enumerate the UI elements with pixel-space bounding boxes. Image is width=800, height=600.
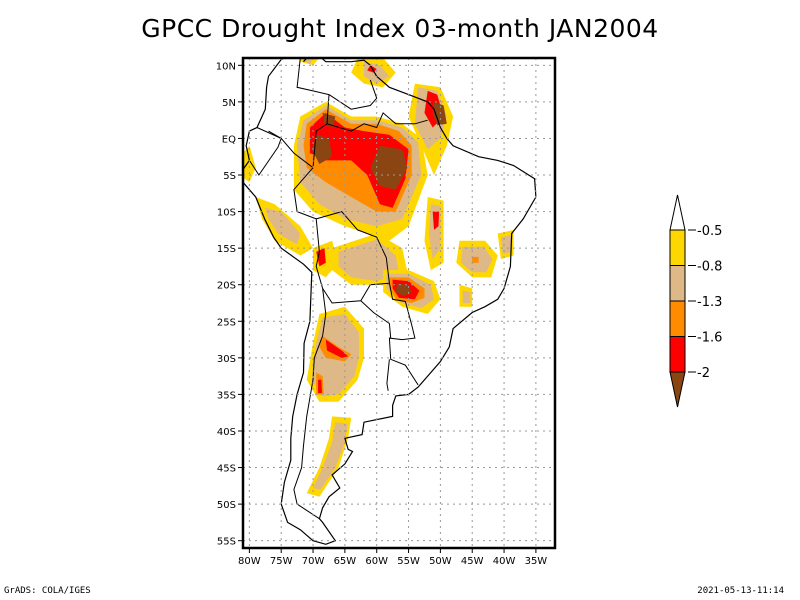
lat-tick-label: 30S xyxy=(217,354,236,365)
drought-region xyxy=(432,101,447,126)
country-border xyxy=(326,112,428,132)
lon-tick-label: 55W xyxy=(397,556,420,567)
grid-lines xyxy=(243,58,555,548)
legend-upper-arrow xyxy=(669,194,686,231)
lat-tick-label: 20S xyxy=(217,281,236,292)
lat-tick-label: 55S xyxy=(217,537,236,548)
footer-credit: GrADS: COLA/IGES xyxy=(4,586,91,596)
drought-region xyxy=(370,145,408,190)
footer-timestamp: 2021-05-13-11:14 xyxy=(697,586,784,596)
map-title: GPCC Drought Index 03-month JAN2004 xyxy=(141,14,659,43)
legend-label: -2 xyxy=(697,366,710,381)
lat-tick-label: 5S xyxy=(223,171,236,182)
legend-label: -0.8 xyxy=(697,260,722,275)
lon-tick-label: 75W xyxy=(270,556,293,567)
longitude-axis: 80W 75W 70W 65W 60W 55W 50W 45W 40W 35W xyxy=(238,548,547,567)
lat-tick-label: 25S xyxy=(217,317,236,328)
colorbar-legend: -0.5 -0.8 -1.3 -1.6 -2 xyxy=(669,194,722,408)
plot-frame xyxy=(241,56,557,550)
lat-tick-label: 10N xyxy=(216,61,236,72)
legend-swatch xyxy=(669,336,686,373)
country-border xyxy=(316,211,419,386)
lat-tick-label: 50S xyxy=(217,500,236,511)
latitude-axis: 10N 5N EQ 5S 10S 15S 20S 25S 30S 35S 40S 45S 50S 55S xyxy=(216,61,243,548)
country-border xyxy=(360,300,392,339)
legend-lower-arrow xyxy=(669,371,686,408)
lat-tick-label: EQ xyxy=(222,134,236,145)
lon-tick-label: 70W xyxy=(302,556,325,567)
drought-region xyxy=(395,283,412,296)
legend-label: -1.6 xyxy=(697,331,722,346)
country-border xyxy=(268,58,330,169)
lon-tick-label: 45W xyxy=(461,556,484,567)
lon-tick-label: 80W xyxy=(238,556,261,567)
lon-tick-label: 60W xyxy=(365,556,388,567)
country-border xyxy=(386,359,390,391)
legend-swatch xyxy=(669,229,686,266)
country-border xyxy=(293,288,327,520)
lat-tick-label: 45S xyxy=(217,464,236,475)
drought-region xyxy=(325,339,349,358)
drought-region xyxy=(462,290,471,303)
lon-tick-label: 50W xyxy=(429,556,452,567)
drought-region xyxy=(322,112,336,128)
lat-tick-label: 5N xyxy=(222,98,236,109)
drought-shading xyxy=(243,58,514,497)
drought-region xyxy=(301,58,313,64)
lon-tick-label: 35W xyxy=(525,556,548,567)
drought-region xyxy=(432,211,440,230)
coastline xyxy=(243,58,537,545)
lon-tick-label: 65W xyxy=(334,556,357,567)
drought-region xyxy=(318,379,322,393)
drought-region xyxy=(500,235,512,254)
country-border xyxy=(248,127,282,176)
coastline-borders xyxy=(243,58,537,545)
country-border xyxy=(322,282,390,304)
legend-swatch xyxy=(669,300,686,337)
drought-region xyxy=(472,256,479,263)
lon-tick-label: 40W xyxy=(493,556,516,567)
drought-region xyxy=(316,248,326,267)
legend-swatch xyxy=(669,265,686,302)
lat-tick-label: 15S xyxy=(217,244,236,255)
drought-region xyxy=(313,422,348,490)
legend-label: -0.5 xyxy=(697,224,722,239)
drought-region xyxy=(243,145,256,183)
drought-region xyxy=(265,207,301,245)
lat-tick-label: 10S xyxy=(217,208,236,219)
lat-tick-label: 40S xyxy=(217,427,236,438)
drought-region xyxy=(311,134,333,164)
country-border xyxy=(328,79,378,110)
legend-label: -1.3 xyxy=(697,295,722,310)
lat-tick-label: 35S xyxy=(217,390,236,401)
